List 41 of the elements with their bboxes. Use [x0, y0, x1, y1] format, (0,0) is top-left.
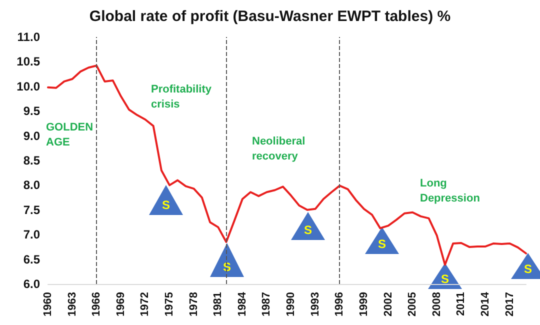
- annotation: S: [524, 262, 532, 276]
- x-tick-label: 2002: [382, 292, 394, 316]
- annotation: S: [440, 272, 450, 286]
- y-tick-label: 8.0: [23, 178, 40, 192]
- x-tick-label: 1960: [42, 292, 54, 316]
- x-tick-label: 1990: [285, 292, 298, 316]
- x-tick-label: 2008: [430, 292, 443, 316]
- annotation: Profitability crisis: [151, 84, 215, 110]
- y-tick-label: 7.0: [23, 228, 40, 242]
- x-tick-label: 1966: [90, 292, 103, 316]
- x-tick-label: 2014: [479, 291, 492, 316]
- annotation: Neoliberal recovery: [252, 136, 308, 162]
- annotation: S: [162, 198, 170, 212]
- x-tick-label: 1981: [212, 292, 224, 316]
- x-tick-label: 2011: [455, 292, 468, 316]
- x-tick-label: 1972: [139, 292, 152, 316]
- y-tick-label: 8.5: [23, 154, 40, 168]
- annotation: S: [304, 223, 312, 237]
- y-tick-label: 6.5: [23, 252, 40, 266]
- x-tick-label: 1984: [236, 291, 248, 316]
- annotation: GOLDEN AGE: [46, 122, 96, 148]
- x-tick-label: 1999: [358, 292, 370, 316]
- y-tick-label: 10.0: [16, 79, 40, 94]
- annotation: S: [378, 237, 386, 251]
- x-tick-label: 1975: [164, 292, 176, 316]
- y-tick-label: 11.0: [17, 30, 40, 44]
- y-tick-label: 6.0: [23, 277, 40, 291]
- x-tick-label: 1969: [114, 292, 127, 316]
- chart-title: Global rate of profit (Basu-Wasner EWPT tables) %: [89, 8, 451, 25]
- y-tick-label: 9.0: [23, 128, 40, 143]
- x-tick-label: 1963: [66, 292, 78, 316]
- annotation: Long Depression: [420, 178, 480, 204]
- x-tick-label: 1987: [260, 292, 273, 316]
- x-tick-label: 1978: [188, 292, 200, 316]
- y-tick-label: 7.5: [23, 202, 40, 217]
- x-tick-label: 1996: [334, 292, 346, 316]
- y-tick-label: 10.5: [16, 54, 40, 69]
- x-tick-label: 2005: [406, 292, 419, 316]
- y-tick-label: 9.5: [23, 104, 40, 118]
- x-tick-label: 2017: [504, 292, 516, 316]
- x-tick-label: 1993: [309, 292, 322, 316]
